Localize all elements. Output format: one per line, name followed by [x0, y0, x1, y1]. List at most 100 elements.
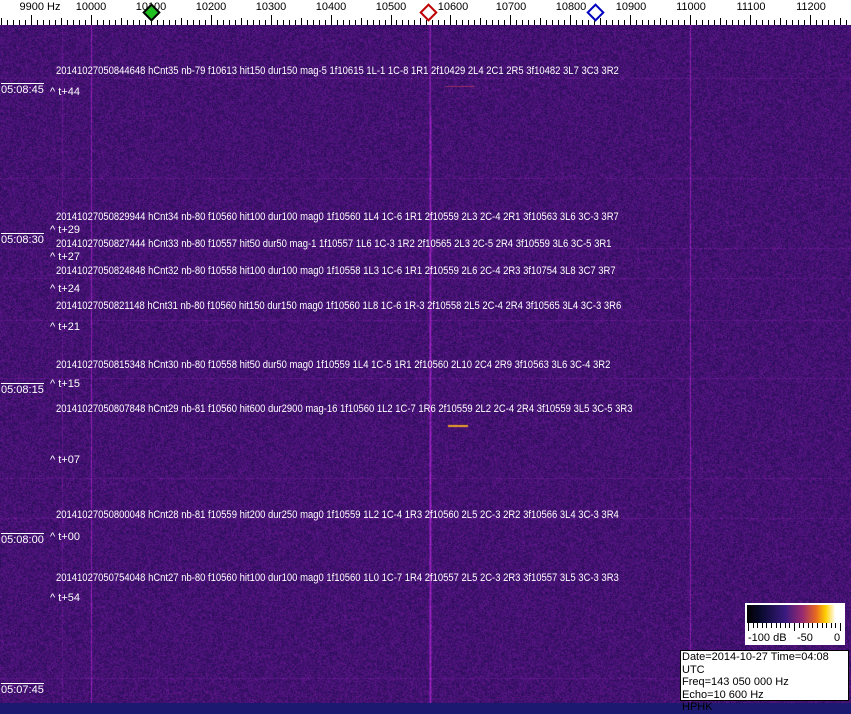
freq-tick — [277, 20, 278, 25]
freq-tick — [792, 20, 793, 25]
freq-tick — [133, 20, 134, 25]
blue-marker-icon[interactable] — [586, 3, 605, 22]
spectrogram-canvas — [0, 25, 851, 703]
freq-tick — [343, 20, 344, 25]
freq-tick — [331, 15, 332, 25]
freq-tick — [480, 18, 481, 25]
freq-tick — [516, 20, 517, 25]
info-box: Date=2014-10-27 Time=04:08 UTC Freq=143 … — [680, 650, 849, 713]
legend-tick — [789, 623, 791, 628]
freq-tick — [738, 20, 739, 25]
freq-tick — [313, 20, 314, 25]
freq-tick — [558, 20, 559, 25]
freq-tick — [361, 18, 362, 25]
freq-tick — [91, 15, 92, 25]
freq-tick — [55, 20, 56, 25]
time-offset: ^ t+15 — [50, 378, 80, 390]
freq-tick — [205, 20, 206, 25]
freq-tick — [630, 15, 631, 25]
time-offset: ^ t+29 — [50, 224, 80, 236]
legend-tick — [821, 623, 823, 628]
freq-tick — [804, 20, 805, 25]
freq-label: 10200 — [195, 1, 227, 13]
freq-tick — [307, 20, 308, 25]
legend-tick — [766, 623, 768, 628]
freq-tick — [642, 20, 643, 25]
freq-tick — [420, 18, 421, 25]
detection-line: 20141027050829944 hCnt34 nb-80 f10560 hi… — [56, 211, 619, 223]
freq-tick — [504, 20, 505, 25]
freq-tick — [594, 20, 595, 25]
freq-tick — [726, 20, 727, 25]
freq-tick — [486, 20, 487, 25]
freq-tick — [546, 20, 547, 25]
freq-tick — [127, 20, 128, 25]
legend-max-label: 0 — [834, 632, 841, 644]
freq-tick — [654, 20, 655, 25]
freq-label: 10900 — [615, 1, 647, 13]
detection-line: 20141027050824848 hCnt32 nb-80 f10558 hi… — [56, 265, 616, 277]
detection-line: 20141027050844648 hCnt35 nb-79 f10613 hi… — [56, 65, 619, 77]
frequency-scale: 9900 Hz 10000 10100 10200 10300 10400 10… — [0, 0, 851, 25]
freq-tick — [426, 20, 427, 25]
freq-label: 11000 — [676, 1, 706, 13]
freq-tick — [564, 20, 565, 25]
legend-tick — [803, 623, 805, 628]
detection-line: 20141027050815348 hCnt30 nb-80 f10558 hi… — [56, 359, 611, 371]
freq-tick — [606, 20, 607, 25]
red-marker-icon[interactable] — [419, 3, 438, 22]
freq-tick — [576, 20, 577, 25]
time-label: 05:08:15 — [1, 383, 44, 396]
freq-tick — [468, 20, 469, 25]
freq-tick — [235, 20, 236, 25]
legend-tick — [784, 623, 786, 628]
freq-label: 10600 — [437, 1, 469, 13]
color-scale-legend: -100 dB -50 0 — [745, 603, 845, 645]
freq-tick — [79, 20, 80, 25]
freq-tick — [828, 20, 829, 25]
freq-tick — [750, 15, 751, 25]
time-offset: ^ t+24 — [50, 283, 80, 295]
freq-tick — [810, 15, 811, 25]
freq-unit-label: 9900 Hz — [19, 1, 61, 13]
freq-tick — [444, 20, 445, 25]
freq-tick — [660, 18, 661, 25]
freq-tick — [13, 20, 14, 25]
date-time: Date=2014-10-27 Time=04:08 UTC — [682, 651, 829, 676]
legend-tick — [780, 623, 782, 628]
freq-tick — [528, 20, 529, 25]
freq-tick — [223, 20, 224, 25]
freq-tick — [355, 20, 356, 25]
color-bar — [747, 605, 843, 623]
legend-tick — [798, 623, 800, 628]
freq-tick — [295, 20, 296, 25]
freq-label: 11200 — [796, 1, 826, 13]
freq-tick — [259, 20, 260, 25]
freq-tick — [702, 20, 703, 25]
freq-tick — [534, 20, 535, 25]
freq-tick — [672, 20, 673, 25]
freq-tick — [157, 20, 158, 25]
freq-tick — [265, 20, 266, 25]
freq-tick — [379, 20, 380, 25]
freq-tick — [408, 20, 409, 25]
freq-tick — [438, 20, 439, 25]
detection-line: 20141027050807848 hCnt29 nb-81 f10560 hi… — [56, 403, 633, 415]
time-offset: ^ t+00 — [50, 531, 80, 543]
legend-tick — [775, 623, 777, 628]
legend-tick — [826, 623, 828, 628]
time-offset: ^ t+21 — [50, 321, 80, 333]
freq-tick — [19, 20, 20, 25]
freq-tick — [139, 20, 140, 25]
freq-tick — [301, 18, 302, 25]
freq-tick — [600, 18, 601, 25]
freq-tick — [193, 20, 194, 25]
freq-tick — [25, 20, 26, 25]
freq-tick — [319, 20, 320, 25]
freq-tick — [175, 20, 176, 25]
legend-tick — [817, 623, 818, 628]
legend-tick — [771, 623, 772, 628]
detection-line: 20141027050827444 hCnt33 nb-80 f10557 hi… — [56, 238, 612, 250]
freq-tick — [798, 20, 799, 25]
freq-tick — [780, 18, 781, 25]
